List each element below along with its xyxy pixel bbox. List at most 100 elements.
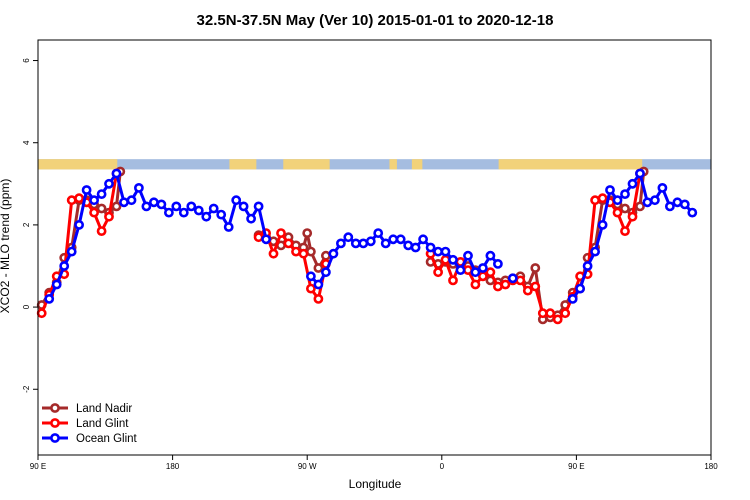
data-point: [350, 238, 361, 249]
x-tick-label: 90 W: [298, 462, 317, 471]
data-point: [283, 238, 294, 249]
axes: 90 E 180 90 W 0 90 E 180 -2 0 2 4 6: [22, 58, 718, 471]
data-point: [410, 242, 421, 253]
data-point: [328, 248, 339, 259]
ocean-band: [38, 159, 711, 170]
data-point: [291, 246, 301, 257]
data-point: [313, 293, 324, 304]
data-point: [627, 211, 638, 222]
data-point: [66, 246, 77, 257]
data-point: [201, 211, 212, 222]
data-point: [74, 193, 84, 204]
x-tick-label: 180: [704, 462, 718, 471]
data-point: [418, 234, 428, 245]
data-point: [111, 168, 122, 179]
land-band-segment: [229, 159, 257, 170]
data-point: [343, 232, 354, 243]
data-point: [51, 279, 62, 290]
data-point: [96, 226, 107, 236]
data-point: [440, 254, 451, 265]
data-point: [223, 222, 234, 232]
y-tick-label: -2: [22, 385, 31, 393]
data-point: [104, 178, 114, 189]
data-point: [335, 238, 346, 249]
data-point: [81, 185, 92, 195]
data-point: [89, 195, 99, 206]
data-point: [470, 267, 481, 278]
data-point: [657, 182, 668, 193]
data-point: [96, 189, 107, 199]
data-point: [597, 193, 608, 204]
data-point: [320, 250, 331, 261]
data-point: [104, 211, 114, 222]
data-point: [605, 185, 615, 195]
data-point: [373, 228, 384, 238]
legend-label: Land Nadir: [76, 403, 132, 415]
data-point: [36, 308, 47, 319]
data-point: [178, 207, 189, 218]
legend-label: Land Glint: [76, 418, 129, 430]
land-band-segment: [389, 159, 397, 170]
data-point: [679, 199, 690, 210]
data-point: [530, 263, 541, 273]
data-point: [642, 197, 653, 208]
data-point: [186, 201, 197, 212]
data-point: [216, 209, 227, 220]
data-point: [66, 195, 77, 206]
data-point: [575, 283, 585, 294]
data-point: [44, 293, 55, 304]
data-point: [231, 195, 242, 206]
data-point: [627, 178, 638, 189]
data-point: [485, 250, 496, 261]
x-tick-label: 180: [166, 462, 180, 471]
data-point: [193, 205, 204, 216]
legend-swatch-marker: [50, 418, 60, 428]
data-point: [163, 207, 174, 218]
data-point: [590, 195, 600, 206]
data-point: [687, 207, 698, 218]
data-point: [365, 236, 376, 247]
data-point: [507, 273, 518, 284]
data-point: [156, 199, 167, 210]
data-point: [133, 182, 144, 193]
data-point: [463, 250, 473, 261]
data-point: [612, 207, 623, 218]
chart-title: 32.5N-37.5N May (Ver 10) 2015-01-01 to 2…: [197, 12, 554, 29]
data-point: [96, 203, 107, 214]
legend-label: Ocean Glint: [76, 433, 138, 445]
legend-swatch-marker: [50, 433, 60, 443]
data-point: [492, 258, 503, 269]
data-point: [74, 219, 84, 230]
data-point: [552, 314, 563, 325]
x-tick-label: 0: [440, 462, 445, 471]
data-point: [276, 228, 286, 238]
data-point: [208, 203, 219, 214]
data-point: [246, 213, 256, 224]
data-point: [650, 195, 660, 206]
data-point: [522, 285, 533, 296]
data-point: [313, 263, 324, 273]
data-point: [380, 238, 391, 249]
data-point: [620, 203, 630, 214]
data-point: [567, 293, 578, 304]
data-point: [470, 279, 481, 290]
data-point: [485, 267, 496, 278]
data-point: [395, 234, 406, 245]
data-point: [492, 281, 503, 292]
data-point: [477, 271, 488, 282]
legend: Land Nadir Land Glint Ocean Glint: [42, 403, 138, 445]
data-point: [545, 308, 556, 319]
data-point: [253, 201, 264, 212]
data-point: [261, 234, 271, 245]
data-point: [620, 226, 630, 236]
data-point: [238, 201, 249, 212]
data-point: [141, 201, 152, 212]
data-point: [665, 201, 675, 212]
data-point: [126, 195, 137, 206]
x-tick-label: 90 E: [568, 462, 584, 471]
data-point: [253, 232, 264, 243]
plot-frame: [37, 39, 712, 456]
data-point: [455, 265, 466, 275]
land-band-segment: [411, 159, 423, 170]
